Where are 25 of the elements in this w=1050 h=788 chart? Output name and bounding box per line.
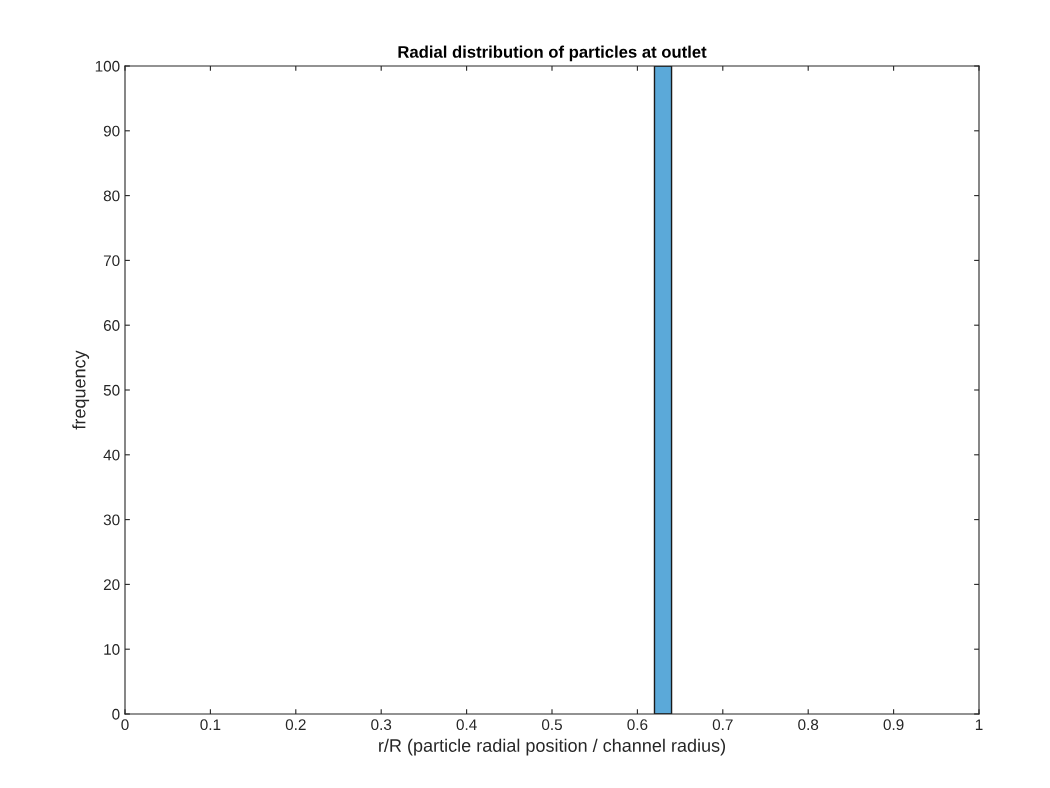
- y-tick-label: 20: [103, 579, 120, 591]
- y-tick-label: 40: [103, 449, 120, 461]
- x-tick-label: 0: [121, 719, 129, 731]
- x-tick-label: 1: [975, 719, 983, 730]
- y-axis-title: frequency: [72, 350, 90, 430]
- y-tick-label: 50: [103, 384, 120, 396]
- y-tick-label: 90: [103, 125, 120, 137]
- y-tick-label: 0: [112, 708, 120, 720]
- x-tick-label: 0.9: [883, 719, 904, 731]
- x-tick-label: 0.5: [541, 719, 562, 731]
- y-tick-label: 60: [103, 320, 120, 331]
- y-tick-label: 70: [103, 255, 120, 267]
- y-tick-label: 30: [103, 514, 120, 526]
- x-tick-label: 0.3: [371, 719, 392, 731]
- x-tick-label: 0.8: [798, 719, 819, 731]
- y-tick-label: 80: [103, 190, 120, 202]
- x-tick-label: 0.2: [285, 719, 306, 731]
- y-tick-label: 10: [104, 644, 120, 655]
- chart-title: Radial distribution of particles at outlet: [398, 45, 707, 62]
- x-tick-label: 0.4: [456, 719, 477, 731]
- x-axis-title: r/R (particle radial position / channel radius): [379, 738, 726, 756]
- x-tick-label: 0.1: [200, 719, 221, 731]
- y-tick-label: 100: [95, 60, 120, 72]
- x-tick-label: 0.6: [627, 719, 648, 731]
- x-tick-label: 0.7: [712, 719, 733, 731]
